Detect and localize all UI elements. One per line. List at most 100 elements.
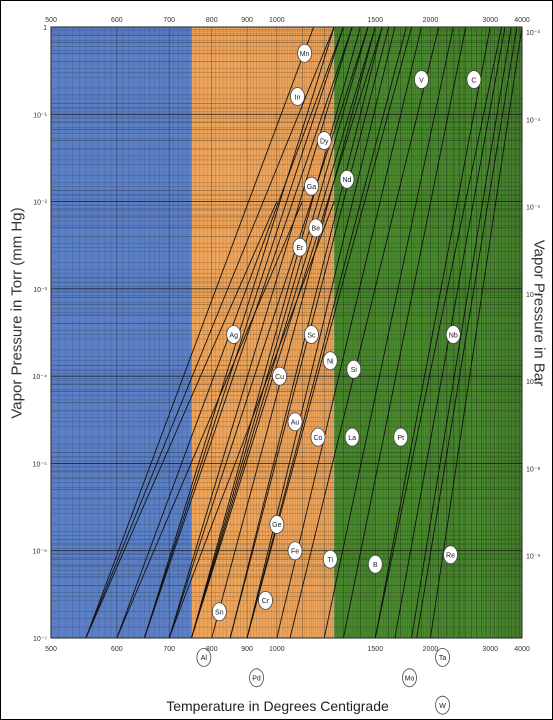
x-tick-label-top: 4000 (514, 17, 530, 24)
element-label-bubble (435, 647, 450, 667)
series-line-si (246, 27, 407, 638)
series-line-mo (374, 27, 491, 638)
element-label-bubble (445, 325, 461, 344)
element-label-be: Be (308, 218, 324, 238)
element-label-text: Nd (343, 177, 352, 184)
element-label-text: Au (291, 420, 300, 427)
element-label-sn: Sn (211, 602, 227, 622)
y-tick-label-right: 10⁻⁵ (526, 205, 540, 212)
x-tick-label-bottom: 700 (163, 646, 175, 653)
y-tick-label-right: 10⁻⁷ (526, 379, 540, 386)
series-line-v (289, 27, 440, 638)
element-label-text: Be (312, 226, 321, 233)
series-line-sc (191, 27, 376, 638)
element-label-text: Cr (262, 598, 270, 605)
element-label-bubble (466, 70, 482, 89)
series-line-c (374, 27, 503, 638)
y-tick-label-left: 10⁻⁵ (33, 461, 47, 468)
element-label-al: Al (196, 647, 212, 667)
element-label-si: Si (346, 359, 362, 379)
series-line-nd (191, 27, 369, 638)
element-label-text: Ta (439, 655, 447, 662)
series-line-ag (85, 27, 315, 638)
element-label-text: La (348, 435, 356, 442)
element-label-text: Nb (449, 332, 458, 339)
element-label-bubble (316, 131, 332, 150)
band-0 (51, 27, 192, 638)
y-tick-label-right: 10⁻⁶ (526, 292, 540, 299)
y-tick-label-left: 1 (43, 25, 47, 32)
tick-labels: 500 500 600 600 700 700 800 800 900 900 1000 1000 15… (33, 17, 541, 653)
element-label-mn: Mn (297, 43, 313, 63)
element-label-cr: Cr (258, 590, 273, 610)
element-label-bubble (414, 70, 429, 89)
element-label-la: La (344, 427, 360, 447)
element-label-bubble (287, 541, 303, 561)
element-label-w: W (435, 695, 450, 715)
element-label-text: Ge (272, 522, 281, 529)
element-label-text: Si (351, 367, 358, 374)
element-label-ni: Ni (322, 351, 338, 371)
element-label-bubble (258, 590, 273, 610)
x-tick-label-top: 1500 (368, 17, 384, 24)
series-line-in (85, 27, 335, 638)
element-label-bubble (272, 366, 287, 386)
element-label-bubble (249, 668, 264, 688)
element-label-ge: Ge (269, 515, 285, 534)
element-labels: Mn In Dy Nd Ga Be Er V C Ag Sc Ni Si Nb Cu Au Co La Pt Ge Fe… (196, 43, 482, 715)
element-label-dy: Dy (316, 131, 332, 150)
element-label-nd: Nd (339, 169, 355, 189)
element-label-bubble (344, 427, 360, 447)
element-label-au: Au (287, 412, 303, 432)
series-line-w (430, 27, 522, 638)
element-label-text: V (419, 77, 424, 84)
x-tick-label-bottom: 900 (241, 646, 253, 653)
element-label-text: Co (313, 435, 322, 442)
element-label-text: B (373, 562, 378, 569)
element-label-ti: Ti (322, 549, 338, 569)
y-tick-label-left: 10⁻⁶ (33, 549, 47, 556)
series-line-ge (191, 27, 361, 638)
x-tick-label-bottom: 500 (45, 646, 57, 653)
element-label-text: Ti (327, 557, 333, 564)
element-label-text: Pt (397, 435, 404, 442)
x-tick-label-top: 900 (241, 17, 253, 24)
element-label-bubble (292, 237, 308, 257)
element-label-bubble (211, 602, 227, 622)
series-line-be (168, 27, 353, 638)
element-label-text: Sc (307, 332, 316, 339)
x-axis-label: Temperature in Degrees Centigrade (166, 698, 389, 714)
element-label-bubble (367, 554, 383, 574)
x-tick-label-bottom: 600 (111, 646, 123, 653)
series-line-al (85, 201, 278, 638)
element-label-er: Er (292, 237, 308, 257)
element-label-text: Cu (275, 374, 284, 381)
element-label-text: In (295, 94, 301, 101)
element-label-bubble (322, 549, 338, 569)
element-label-bubble (196, 647, 212, 667)
series-line-cr (211, 27, 376, 638)
element-label-bubble (304, 176, 319, 196)
x-tick-label-top: 1000 (269, 17, 285, 24)
x-tick-label-bottom: 3000 (482, 646, 498, 653)
element-label-bubble (290, 87, 305, 106)
element-label-in: In (290, 87, 305, 106)
x-tick-label-top: 2000 (423, 17, 439, 24)
series-line-pt (323, 27, 454, 638)
element-label-pd: Pd (249, 668, 264, 688)
series-line-re (411, 27, 512, 638)
element-label-text: Dy (320, 138, 329, 145)
element-label-mo: Mo (402, 668, 417, 688)
element-label-v: V (414, 70, 429, 89)
element-label-text: Al (201, 655, 208, 662)
element-label-text: Ni (327, 359, 334, 366)
element-label-text: Mn (300, 51, 310, 58)
x-tick-label-bottom: 1500 (368, 646, 384, 653)
x-tick-label-bottom: 4000 (514, 646, 530, 653)
x-tick-label-top: 800 (206, 17, 218, 24)
series-line-au (191, 27, 383, 638)
element-label-fe: Fe (287, 541, 303, 561)
y-axis-label-right: Vapor Pressure in Bar (530, 239, 548, 387)
